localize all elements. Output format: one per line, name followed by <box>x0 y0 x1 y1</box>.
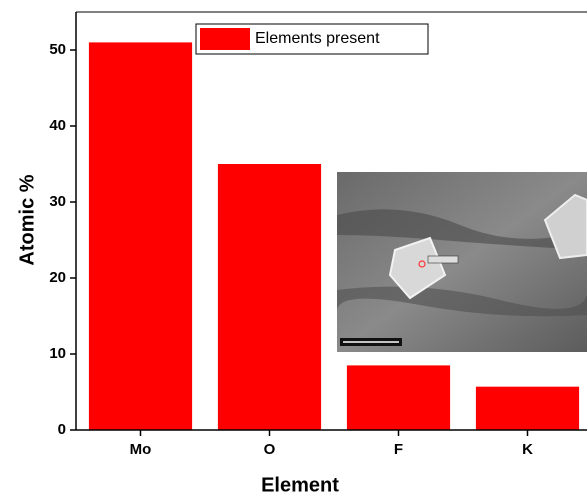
y-tick-label: 30 <box>49 193 66 210</box>
bar <box>218 164 321 430</box>
y-tick-label: 40 <box>49 117 66 134</box>
legend-label: Elements present <box>255 30 380 47</box>
y-tick-label: 10 <box>49 345 66 362</box>
legend: Elements present <box>196 24 428 54</box>
x-tick-label: O <box>264 441 276 458</box>
y-axis-title: Atomic % <box>16 174 38 265</box>
bar <box>476 387 579 430</box>
bar <box>89 42 192 430</box>
x-tick-label: F <box>394 441 403 458</box>
legend-swatch <box>200 28 250 50</box>
x-axis-title: Element <box>261 474 339 496</box>
y-tick-label: 0 <box>58 421 66 438</box>
y-tick-label: 50 <box>49 41 66 58</box>
bar <box>347 365 450 430</box>
chart: 0 10 20 30 40 50 Mo O F K Elements present Elemen… <box>0 0 587 498</box>
x-tick-label: Mo <box>130 441 152 458</box>
x-tick-label: K <box>522 441 533 458</box>
y-tick-label: 20 <box>49 269 66 286</box>
inset-image <box>337 172 587 352</box>
